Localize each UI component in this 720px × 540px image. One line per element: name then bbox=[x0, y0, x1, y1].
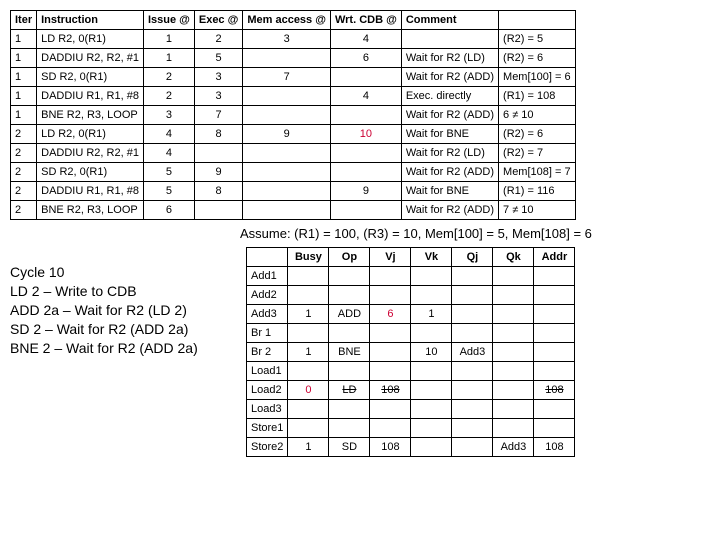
table-row: 2BNE R2, R3, LOOP6Wait for R2 (ADD)7 ≠ 1… bbox=[11, 201, 576, 220]
col-header: Qj bbox=[452, 248, 493, 267]
table-row: 2DADDIU R2, R2, #14Wait for R2 (LD)(R2) … bbox=[11, 144, 576, 163]
col-header: Addr bbox=[534, 248, 575, 267]
cycle-line: BNE 2 – Wait for R2 (ADD 2a) bbox=[10, 339, 230, 358]
rs-row: Load3 bbox=[247, 400, 575, 419]
instruction-table: IterInstructionIssue @Exec @Mem access @… bbox=[10, 10, 576, 220]
col-header: Busy bbox=[288, 248, 329, 267]
cycle-line: LD 2 – Write to CDB bbox=[10, 282, 230, 301]
reservation-station-table: BusyOpVjVkQjQkAddr Add1Add2Add31ADD61Br … bbox=[246, 247, 575, 457]
col-header bbox=[247, 248, 288, 267]
rs-row: Br 21BNE10Add3 bbox=[247, 343, 575, 362]
cycle-line: SD 2 – Wait for R2 (ADD 2a) bbox=[10, 320, 230, 339]
col-header bbox=[499, 11, 576, 30]
table-row: 2LD R2, 0(R1)48910Wait for BNE(R2) = 6 bbox=[11, 125, 576, 144]
table-row: 1DADDIU R1, R1, #8234Exec. directly(R1) … bbox=[11, 87, 576, 106]
col-header: Comment bbox=[401, 11, 498, 30]
cycle-block: Cycle 10 LD 2 – Write to CDBADD 2a – Wai… bbox=[10, 247, 230, 357]
col-header: Iter bbox=[11, 11, 37, 30]
rs-row: Store21SD108Add3108 bbox=[247, 438, 575, 457]
table-row: 1SD R2, 0(R1)237Wait for R2 (ADD)Mem[100… bbox=[11, 68, 576, 87]
col-header: Instruction bbox=[37, 11, 144, 30]
table-row: 1DADDIU R2, R2, #1156Wait for R2 (LD)(R2… bbox=[11, 49, 576, 68]
rs-row: Load1 bbox=[247, 362, 575, 381]
rs-row: Br 1 bbox=[247, 324, 575, 343]
table-row: 2SD R2, 0(R1)59Wait for R2 (ADD)Mem[108]… bbox=[11, 163, 576, 182]
col-header: Qk bbox=[493, 248, 534, 267]
rs-row: Store1 bbox=[247, 419, 575, 438]
assume-text: Assume: (R1) = 100, (R3) = 10, Mem[100] … bbox=[240, 226, 710, 241]
cycle-title: Cycle 10 bbox=[10, 263, 230, 282]
col-header: Wrt. CDB @ bbox=[330, 11, 401, 30]
col-header: Vk bbox=[411, 248, 452, 267]
col-header: Op bbox=[329, 248, 370, 267]
table-row: 2DADDIU R1, R1, #8589Wait for BNE(R1) = … bbox=[11, 182, 576, 201]
rs-row: Add1 bbox=[247, 267, 575, 286]
col-header: Exec @ bbox=[194, 11, 242, 30]
col-header: Mem access @ bbox=[243, 11, 331, 30]
table-row: 1BNE R2, R3, LOOP37Wait for R2 (ADD)6 ≠ … bbox=[11, 106, 576, 125]
col-header: Issue @ bbox=[143, 11, 194, 30]
rs-row: Load20LD108108 bbox=[247, 381, 575, 400]
rs-row: Add2 bbox=[247, 286, 575, 305]
cycle-line: ADD 2a – Wait for R2 (LD 2) bbox=[10, 301, 230, 320]
table-row: 1LD R2, 0(R1)1234(R2) = 5 bbox=[11, 30, 576, 49]
rs-row: Add31ADD61 bbox=[247, 305, 575, 324]
col-header: Vj bbox=[370, 248, 411, 267]
